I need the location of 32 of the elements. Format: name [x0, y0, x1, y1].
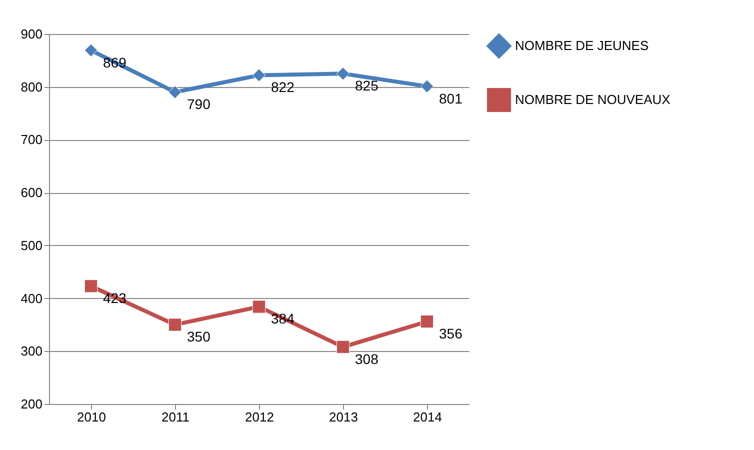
data-label: 356 [439, 326, 463, 342]
point [84, 44, 98, 57]
data-label: 790 [187, 96, 211, 112]
y-tick-label: 500 [20, 238, 42, 253]
legend-label: NOMBRE DE NOUVEAUX [515, 92, 671, 107]
point [336, 67, 350, 80]
data-label: 308 [355, 350, 379, 367]
data-label: 350 [187, 328, 211, 345]
y-tick-label: 900 [20, 26, 42, 42]
y-tick-label: 600 [20, 185, 42, 200]
data-label: 825 [355, 78, 379, 94]
legend-label: NOMBRE DE JEUNES [515, 38, 649, 53]
x-tick-label: 2014 [413, 410, 442, 424]
x-tick-label: 2011 [162, 410, 190, 424]
point [252, 68, 266, 82]
point [168, 318, 182, 332]
point [336, 340, 350, 354]
point [420, 314, 434, 328]
x-tick-label: 2012 [245, 410, 274, 424]
point [420, 80, 434, 93]
y-tick-label: 400 [20, 290, 42, 306]
data-label: 822 [271, 79, 295, 96]
y-tick-label: 700 [20, 132, 42, 148]
data-label: 801 [439, 90, 463, 106]
y-tick-label: 200 [20, 396, 42, 412]
point [84, 280, 98, 293]
point [168, 86, 182, 99]
y-tick-label: 800 [20, 79, 42, 94]
x-tick-label: 2010 [77, 410, 106, 424]
x-tick-label: 2013 [329, 410, 358, 424]
y-tick-label: 300 [20, 344, 42, 359]
point [252, 300, 266, 314]
